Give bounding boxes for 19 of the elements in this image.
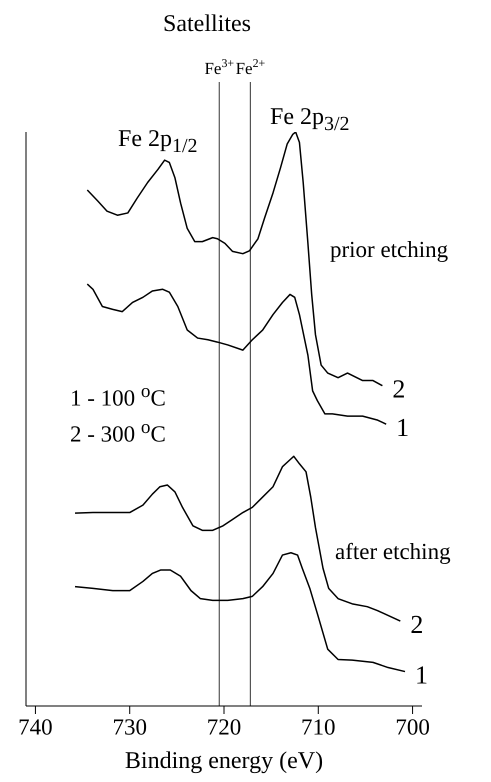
- series-label: 1: [396, 413, 410, 442]
- text: Satellites: [163, 10, 251, 39]
- x-tick-label: 740: [18, 714, 53, 740]
- annotation: 1 - 100 $^{o}$C: [70, 380, 166, 412]
- x-tick-label: 730: [112, 714, 147, 740]
- x-axis-title: Binding energy (eV): [124, 748, 324, 774]
- annotation: after etching: [335, 538, 451, 566]
- annotation: Fe 2p$_{3/2}$: [270, 103, 350, 136]
- series-label: 2: [392, 374, 406, 404]
- ref-line-label: Fe$^{2+}$: [236, 56, 266, 78]
- series-label: 2: [410, 610, 424, 640]
- x-tick-label: 710: [301, 714, 336, 740]
- annotation: prior etching: [330, 236, 448, 264]
- x-tick-label: 700: [395, 714, 430, 740]
- ref-line-label: Fe$^{3+}$: [204, 56, 234, 78]
- annotation: Fe 2p$_{1/2}$: [118, 125, 198, 158]
- annotation: 2 - 300 $^{o}$C: [70, 416, 166, 448]
- x-tick-label: 720: [206, 714, 242, 740]
- series-label: 1: [415, 660, 428, 690]
